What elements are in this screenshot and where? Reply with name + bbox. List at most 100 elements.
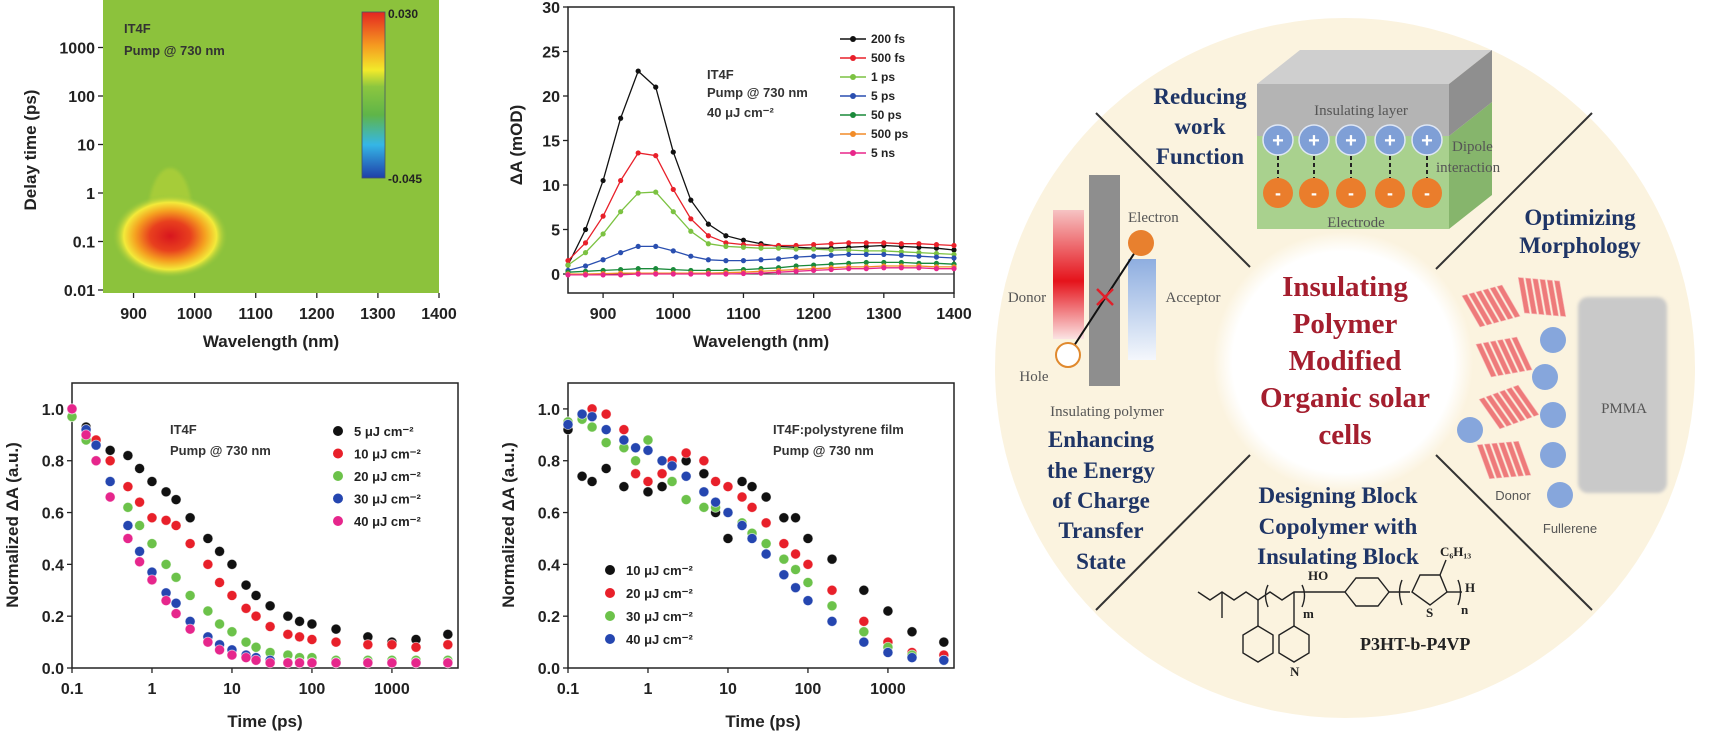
y-tick-label: 0.01	[64, 283, 95, 300]
data-point	[386, 657, 398, 669]
data-point	[653, 153, 659, 159]
data-point	[202, 605, 214, 617]
data-point	[386, 639, 398, 651]
data-point	[618, 177, 624, 184]
data-point	[898, 252, 904, 258]
data-point	[184, 590, 196, 601]
data-point	[294, 615, 305, 627]
y-tick-label: 30	[542, 0, 560, 17]
data-point	[828, 252, 834, 258]
data-point	[858, 584, 870, 596]
data-point	[778, 569, 790, 581]
data-point	[576, 470, 588, 482]
data-point	[618, 481, 630, 493]
data-point	[565, 258, 571, 264]
kinetics-neat-panel: 0.1 1 10 100 1000 0.0 0.2 0.4 0.6 0.8 1.0 5 μJ cm⁻²…	[3, 382, 459, 731]
data-point	[294, 657, 305, 669]
data-point	[618, 250, 624, 256]
data-point	[951, 247, 957, 253]
spectra-annotation-fluence: 40 μJ cm⁻²	[707, 105, 775, 120]
legend-label: 20 μJ cm⁻²	[626, 586, 694, 601]
divider-upper-right	[1435, 112, 1593, 270]
y-tick-label: 0.1	[73, 235, 95, 252]
legend-label: 500 ps	[871, 127, 909, 141]
data-point	[104, 491, 116, 503]
lamella	[1525, 277, 1538, 315]
data-point	[790, 564, 801, 575]
data-point	[582, 226, 589, 233]
data-point	[294, 631, 305, 643]
data-point	[951, 242, 957, 249]
data-point	[635, 68, 641, 74]
legend-marker	[333, 471, 343, 481]
heatmap-x-axis-label: Wavelength (nm)	[203, 332, 339, 351]
data-point	[576, 408, 588, 420]
sulfur-label: S	[1426, 605, 1433, 620]
data-point	[250, 590, 262, 601]
charge-transfer-title-5: State	[1076, 549, 1126, 574]
data-point	[618, 115, 624, 121]
data-point	[656, 468, 668, 480]
y-tick-label: 0.8	[42, 454, 64, 471]
donor-lamella-stack	[1476, 440, 1532, 480]
data-point	[600, 177, 606, 184]
data-point	[722, 507, 734, 518]
electrode-label: Electrode	[1327, 215, 1385, 231]
data-point	[680, 494, 692, 505]
data-point	[863, 251, 869, 258]
plot-frame	[71, 382, 459, 669]
lamella	[1478, 397, 1506, 430]
data-point	[863, 243, 869, 250]
data-point	[793, 242, 799, 249]
kinetics-neat-marks: 0.1 1 10 100 1000 0.0 0.2 0.4 0.6 0.8 1.0 5 μJ cm⁻²…	[42, 382, 459, 698]
inner-circle	[1213, 232, 1473, 492]
data-point	[906, 626, 918, 638]
data-point	[306, 634, 318, 645]
data-point	[582, 250, 589, 256]
x-tick-label: 1000	[655, 306, 691, 323]
data-point	[898, 259, 904, 266]
data-point	[134, 546, 145, 557]
y-tick-label: 0.0	[42, 661, 64, 678]
y-tick-label: 25	[542, 45, 560, 62]
data-point	[775, 256, 782, 262]
lamella	[1489, 286, 1514, 320]
data-point	[618, 209, 624, 215]
data-point	[698, 455, 710, 467]
legend-label: 500 fs	[871, 51, 905, 65]
positive-charge-icon	[1411, 124, 1443, 156]
data-point	[282, 610, 294, 622]
data-point	[882, 647, 894, 658]
data-point	[698, 501, 710, 513]
data-point	[66, 403, 78, 415]
data-point	[104, 444, 116, 456]
data-point	[330, 623, 342, 635]
block-m-label: m	[1303, 606, 1314, 621]
x-tick-label: 900	[590, 306, 617, 323]
lamella	[1461, 294, 1486, 328]
data-point	[653, 84, 659, 90]
data-point	[90, 439, 102, 451]
data-point	[775, 245, 782, 251]
positive-charge-icon	[1335, 124, 1367, 156]
data-point	[863, 266, 869, 272]
data-point	[642, 486, 654, 498]
insulating-polymer-label: Insulating polymer	[1050, 404, 1164, 420]
block-copolymer-title-2: Copolymer with	[1259, 514, 1418, 539]
plot-frame	[567, 6, 955, 294]
x-tick-label: 0.1	[61, 681, 83, 698]
data-point	[600, 463, 612, 474]
data-point	[705, 271, 711, 277]
data-point	[202, 558, 214, 570]
acceptor-label: Acceptor	[1166, 290, 1221, 306]
data-point	[760, 538, 772, 550]
hole-label: Hole	[1019, 369, 1049, 385]
data-point	[722, 481, 734, 493]
data-point	[793, 254, 799, 260]
data-point	[170, 597, 182, 609]
data-point	[898, 249, 904, 255]
data-point	[90, 455, 102, 467]
heatmap-annotation-pump: Pump @ 730 nm	[124, 43, 225, 58]
work-function-title-1: Reducing	[1153, 84, 1247, 109]
data-point	[122, 450, 134, 461]
